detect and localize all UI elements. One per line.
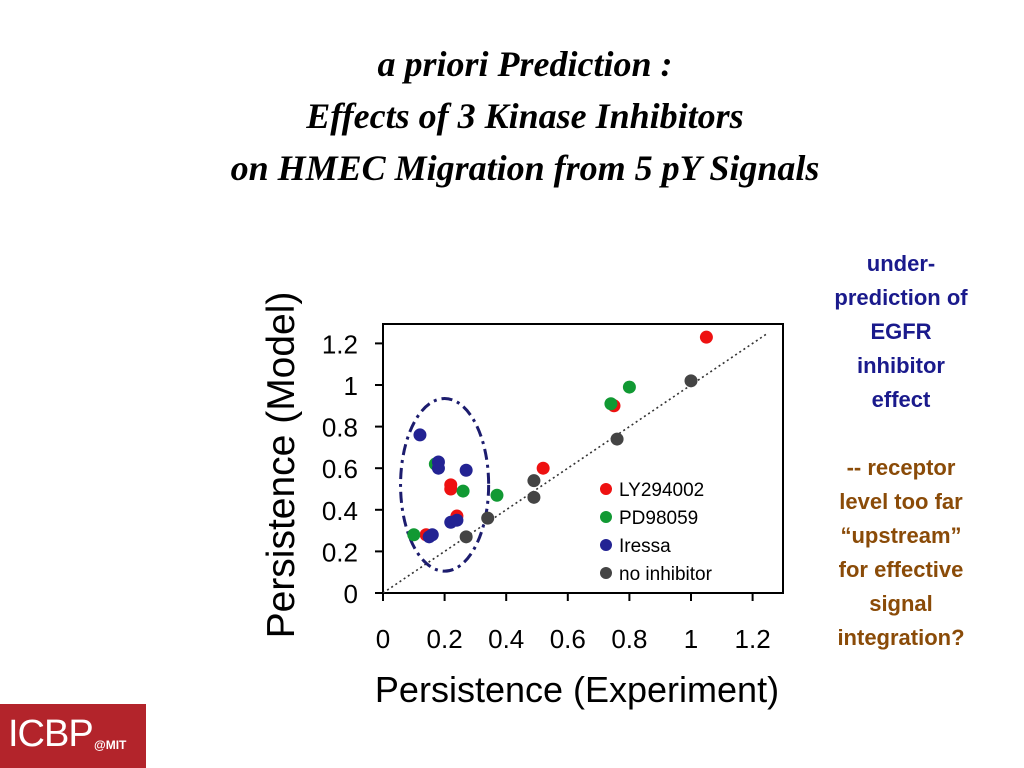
data-point-no-inhibitor (610, 432, 624, 446)
data-point-iressa (450, 513, 464, 527)
data-point-ly294002 (699, 330, 713, 344)
x-tick-label: 0.4 (488, 624, 524, 654)
note-two-line-2: level too far (839, 489, 963, 514)
logo-text: ICBP (8, 713, 94, 755)
note-one-line-3: EGFR (870, 319, 932, 344)
legend-marker-iressa (600, 539, 612, 551)
legend-label-iressa: Iressa (619, 536, 671, 557)
x-tick-label: 0 (376, 624, 390, 654)
data-point-pd98059 (622, 380, 636, 394)
data-point-pd98059 (604, 397, 618, 411)
legend-marker-pd98059 (600, 511, 612, 523)
data-point-pd98059 (456, 484, 470, 498)
legend-label-no-inhibitor: no inhibitor (619, 564, 713, 585)
legend-label-ly294002: LY294002 (619, 480, 704, 501)
x-tick-label: 1 (684, 624, 698, 654)
y-tick-label: 0.4 (322, 496, 358, 526)
note-one-line-4: inhibitor (857, 353, 945, 378)
x-tick-label: 0.2 (427, 624, 463, 654)
note-two-line-4: for effective (838, 557, 964, 582)
y-tick-label: 1 (344, 371, 358, 401)
x-tick-label: 0.6 (550, 624, 586, 654)
legend-label-pd98059: PD98059 (619, 508, 698, 529)
note-one-line-5: effect (871, 387, 931, 412)
data-point-ly294002 (444, 478, 458, 492)
note-one-line-1: under- (866, 251, 936, 276)
y-tick-label: 1.2 (322, 329, 358, 359)
y-tick-label: 0.2 (322, 537, 358, 567)
data-point-no-inhibitor (684, 374, 698, 388)
icbp-logo: ICBP @MIT (0, 704, 146, 768)
title-line-3: on HMEC Migration from 5 pY Signals (230, 148, 820, 188)
data-point-ly294002 (536, 461, 550, 475)
highlight-ellipse (399, 397, 491, 573)
data-point-no-inhibitor (481, 511, 495, 525)
x-tick-label: 1.2 (735, 624, 771, 654)
data-point-iressa (431, 461, 445, 475)
title-line-1: a priori Prediction : (377, 44, 673, 84)
logo-suffix: @MIT (94, 738, 127, 752)
x-tick-label: 0.8 (611, 624, 647, 654)
legend-background (592, 474, 742, 590)
data-point-iressa (413, 428, 427, 442)
data-point-pd98059 (407, 528, 421, 542)
data-point-no-inhibitor (527, 474, 541, 488)
slide-title: a priori Prediction : Effects of 3 Kinas… (0, 38, 1024, 194)
y-axis-label: Persistence (Model) (260, 292, 303, 639)
note-two-line-1: -- receptor (846, 455, 956, 480)
data-point-pd98059 (490, 488, 504, 502)
note-two-line-3: “upstream” (840, 523, 962, 548)
x-axis-label: Persistence (Experiment) (375, 669, 779, 710)
data-point-iressa (459, 463, 473, 477)
data-point-iressa (425, 528, 439, 542)
y-tick-label: 0.6 (322, 454, 358, 484)
data-point-no-inhibitor (527, 490, 541, 504)
underprediction-note: under- prediction of EGFR inhibitor effe… (808, 247, 994, 417)
receptor-level-note: -- receptor level too far “upstream” for… (808, 451, 994, 655)
legend-marker-no-inhibitor (600, 567, 612, 579)
title-line-2: Effects of 3 Kinase Inhibitors (306, 96, 744, 136)
note-two-line-5: signal (869, 591, 933, 616)
y-tick-label: 0 (344, 579, 358, 609)
note-one-line-2: prediction of (834, 285, 968, 310)
y-tick-label: 0.8 (322, 413, 358, 443)
data-point-no-inhibitor (459, 530, 473, 544)
legend-marker-ly294002 (600, 483, 612, 495)
note-two-line-6: integration? (837, 625, 965, 650)
